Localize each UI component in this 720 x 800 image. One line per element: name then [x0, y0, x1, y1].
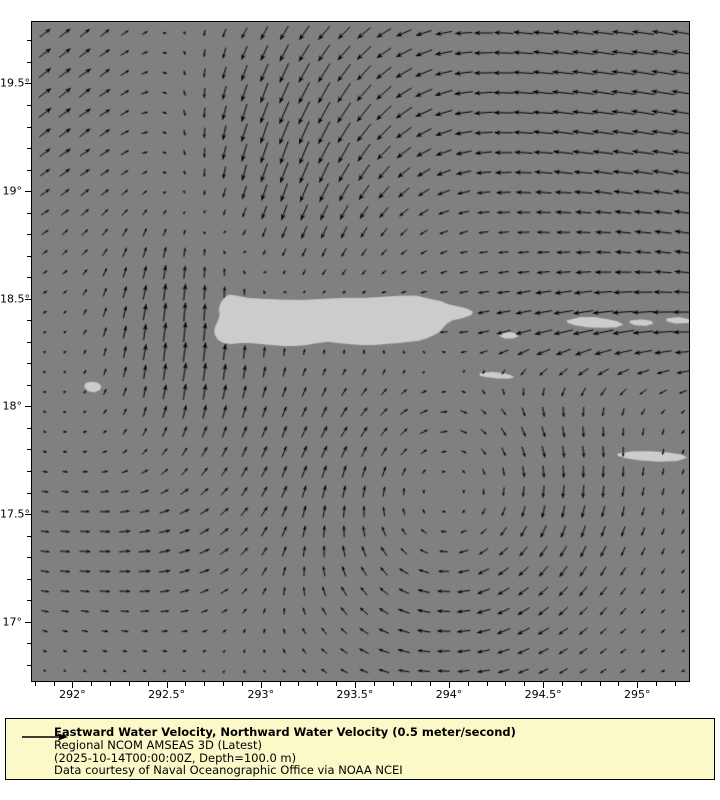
x-axis-tick-label: 292.5° [148, 688, 186, 701]
y-axis-minor-tick [27, 492, 31, 494]
y-axis-minor-tick [27, 470, 31, 472]
x-axis-minor-tick [298, 682, 300, 686]
y-axis-minor-tick [27, 578, 31, 580]
y-axis-minor-tick [27, 169, 31, 171]
map-legend: Eastward Water Velocity, Northward Water… [5, 718, 715, 780]
y-axis-major-tick [25, 83, 31, 85]
x-axis-major-tick [72, 682, 74, 688]
y-axis-minor-tick [27, 664, 31, 666]
x-axis-minor-tick [561, 682, 563, 686]
y-axis-minor-tick [27, 449, 31, 451]
x-axis-minor-tick [185, 682, 187, 686]
x-axis-minor-tick [317, 682, 319, 686]
y-axis-tick-label: 19.5° [0, 76, 30, 90]
velocity-vector-layer [32, 22, 689, 681]
y-axis-minor-tick [27, 363, 31, 365]
x-axis-major-tick [260, 682, 262, 688]
x-axis-tick-label: 293° [247, 688, 274, 701]
y-axis-minor-tick [27, 384, 31, 386]
x-axis-tick-label: 293.5° [336, 688, 374, 701]
x-axis-minor-tick [147, 682, 149, 686]
y-axis-major-tick [25, 406, 31, 408]
y-axis-tick-label: 19° [2, 184, 23, 198]
x-axis-minor-tick [430, 682, 432, 686]
y-axis-minor-tick [27, 341, 31, 343]
y-axis-minor-tick [27, 557, 31, 559]
y-axis-minor-tick [27, 104, 31, 106]
legend-reference-arrow-icon [22, 733, 68, 741]
x-axis-minor-tick [656, 682, 658, 686]
x-axis-minor-tick [505, 682, 507, 686]
x-axis-minor-tick [467, 682, 469, 686]
y-axis-minor-tick [27, 40, 31, 42]
x-axis-minor-tick [128, 682, 130, 686]
x-axis-major-tick [543, 682, 545, 688]
y-axis-minor-tick [27, 61, 31, 63]
x-axis-minor-tick [599, 682, 601, 686]
y-axis-major-tick [25, 621, 31, 623]
x-axis-tick-label: 295° [624, 688, 651, 701]
x-axis-minor-tick [580, 682, 582, 686]
x-axis-minor-tick [241, 682, 243, 686]
x-axis-tick-label: 292° [59, 688, 86, 701]
x-axis-minor-tick [336, 682, 338, 686]
x-axis-minor-tick [411, 682, 413, 686]
x-axis-major-tick [354, 682, 356, 688]
x-axis-minor-tick [674, 682, 676, 686]
legend-attribution: Data courtesy of Naval Oceanographic Off… [54, 763, 403, 778]
y-axis-minor-tick [27, 643, 31, 645]
y-axis-minor-tick [27, 255, 31, 257]
y-axis-major-tick [25, 191, 31, 193]
legend-title: Eastward Water Velocity, Northward Water… [54, 725, 516, 739]
x-axis-minor-tick [279, 682, 281, 686]
y-axis-minor-tick [27, 427, 31, 429]
x-axis-tick-label: 294° [435, 688, 463, 701]
x-axis-minor-tick [53, 682, 55, 686]
x-axis-major-tick [448, 682, 450, 688]
y-axis-tick-label: 17.5° [0, 507, 30, 521]
y-axis-minor-tick [27, 126, 31, 128]
x-axis-minor-tick [110, 682, 112, 686]
x-axis-minor-tick [618, 682, 620, 686]
y-axis-minor-tick [27, 600, 31, 602]
legend-timestamp-depth: (2025-10-14T00:00:00Z, Depth=100.0 m) [54, 750, 297, 765]
x-axis-tick-label: 294.5° [524, 688, 562, 701]
y-axis-major-tick [25, 298, 31, 300]
y-axis-minor-tick [27, 234, 31, 236]
legend-dataset: Regional NCOM AMSEAS 3D (Latest) [54, 738, 263, 752]
y-axis-tick-label: 18° [2, 399, 23, 413]
x-axis-minor-tick [392, 682, 394, 686]
x-axis-minor-tick [204, 682, 206, 686]
x-axis-minor-tick [524, 682, 526, 686]
y-axis-tick-label: 18.5° [0, 292, 30, 306]
y-axis-tick-label: 17° [2, 615, 23, 629]
y-axis-major-tick [25, 514, 31, 516]
map-plot-area[interactable] [31, 21, 690, 682]
x-axis-minor-tick [34, 682, 36, 686]
x-axis-minor-tick [373, 682, 375, 686]
x-axis-major-tick [166, 682, 168, 688]
y-axis-minor-tick [27, 212, 31, 214]
x-axis-minor-tick [91, 682, 93, 686]
y-axis-minor-tick [27, 535, 31, 537]
x-axis-major-tick [637, 682, 639, 688]
x-axis-minor-tick [486, 682, 488, 686]
y-axis-minor-tick [27, 277, 31, 279]
y-axis-minor-tick [27, 320, 31, 322]
legend-text-block: Eastward Water Velocity, Northward Water… [54, 725, 516, 777]
x-axis-minor-tick [223, 682, 225, 686]
y-axis-minor-tick [27, 148, 31, 150]
